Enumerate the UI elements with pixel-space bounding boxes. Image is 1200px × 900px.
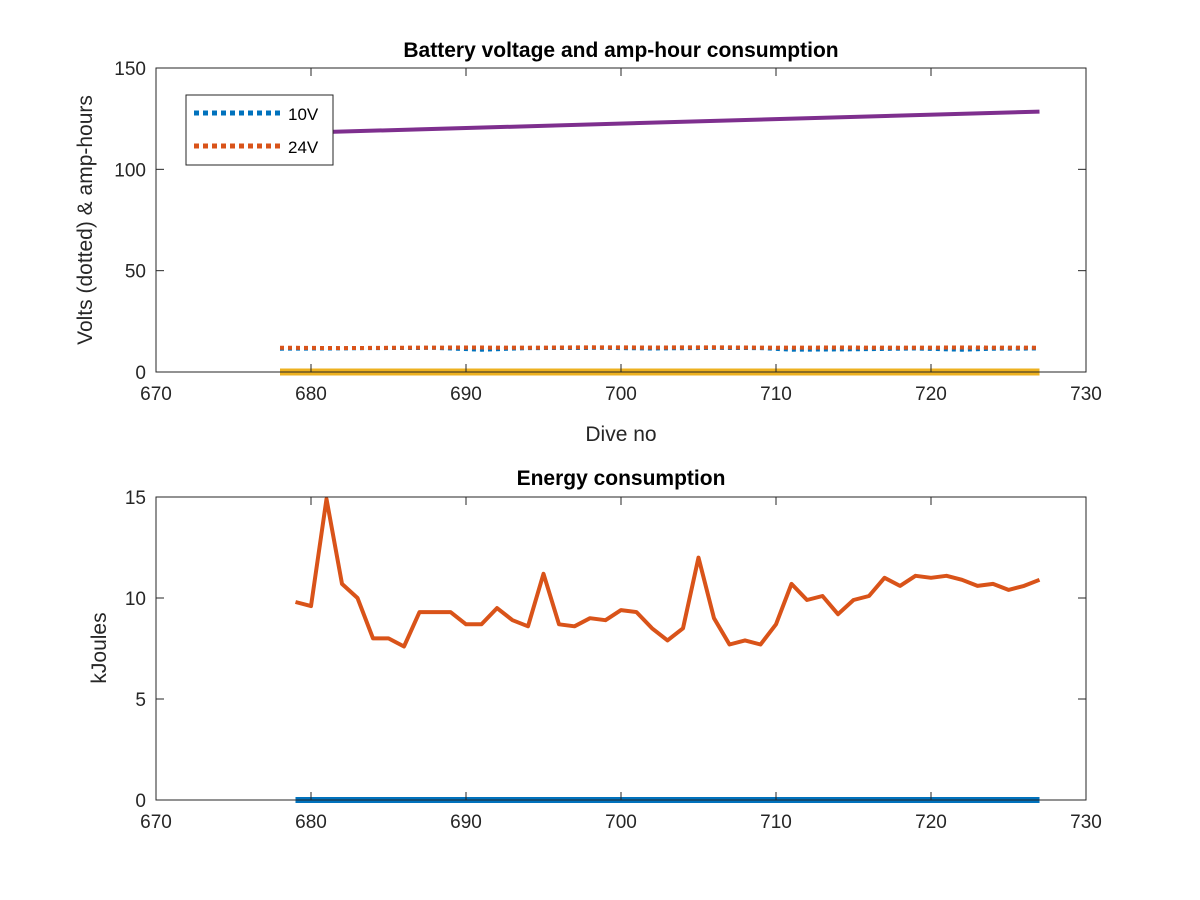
battery-series-line-2 bbox=[295, 109, 1040, 135]
energy-plot-area bbox=[156, 497, 1086, 800]
energy-y-tick-label: 10 bbox=[125, 589, 146, 610]
energy-series-line-1 bbox=[294, 497, 1041, 649]
battery-y-tick-label: 150 bbox=[114, 59, 146, 80]
energy-x-tick-label: 710 bbox=[760, 812, 792, 833]
legend-box bbox=[185, 94, 334, 166]
battery-x-tick-label: 730 bbox=[1070, 384, 1102, 405]
energy-x-tick-label: 700 bbox=[605, 812, 637, 833]
energy-x-tick-label: 670 bbox=[140, 812, 172, 833]
energy-y-tick-label: 0 bbox=[135, 791, 146, 812]
energy-x-tick-label: 690 bbox=[450, 812, 482, 833]
battery-y-tick-label: 0 bbox=[135, 363, 146, 384]
energy-x-tick-label: 720 bbox=[915, 812, 947, 833]
battery-x-tick-label: 670 bbox=[140, 384, 172, 405]
battery-x-tick-label: 690 bbox=[450, 384, 482, 405]
energy-chart-title: Energy consumption bbox=[517, 467, 726, 490]
energy-ticks-group: 670 680 690 700 710 720 730 0 5 10 15 bbox=[125, 488, 1102, 833]
battery-legend: 10V 24V bbox=[185, 94, 334, 166]
energy-x-tick-label: 730 bbox=[1070, 812, 1102, 833]
battery-y-tick-label: 100 bbox=[114, 160, 146, 181]
energy-y-tick-label: 5 bbox=[135, 690, 146, 711]
battery-x-tick-label: 700 bbox=[605, 384, 637, 405]
battery-y-axis-label: Volts (dotted) & amp-hours bbox=[74, 95, 97, 345]
battery-axes: 670 680 690 700 710 720 730 0 50 100 150 Battery v… bbox=[74, 39, 1102, 446]
legend-label-24v: 24V bbox=[288, 138, 319, 157]
battery-x-tick-label: 720 bbox=[915, 384, 947, 405]
energy-y-axis-label: kJoules bbox=[88, 612, 111, 683]
energy-x-tick-label: 680 bbox=[295, 812, 327, 833]
battery-x-tick-label: 680 bbox=[295, 384, 327, 405]
energy-axes: 670 680 690 700 710 720 730 0 5 10 15 Energy consu… bbox=[88, 467, 1102, 833]
battery-ticks-group: 670 680 690 700 710 720 730 0 50 100 150 bbox=[114, 59, 1102, 405]
battery-x-tick-label: 710 bbox=[760, 384, 792, 405]
battery-chart-title: Battery voltage and amp-hour consumption bbox=[403, 39, 838, 62]
legend-label-10v: 10V bbox=[288, 105, 319, 124]
battery-y-tick-label: 50 bbox=[125, 262, 146, 283]
battery-x-axis-label: Dive no bbox=[585, 423, 656, 446]
energy-y-tick-label: 15 bbox=[125, 488, 146, 509]
